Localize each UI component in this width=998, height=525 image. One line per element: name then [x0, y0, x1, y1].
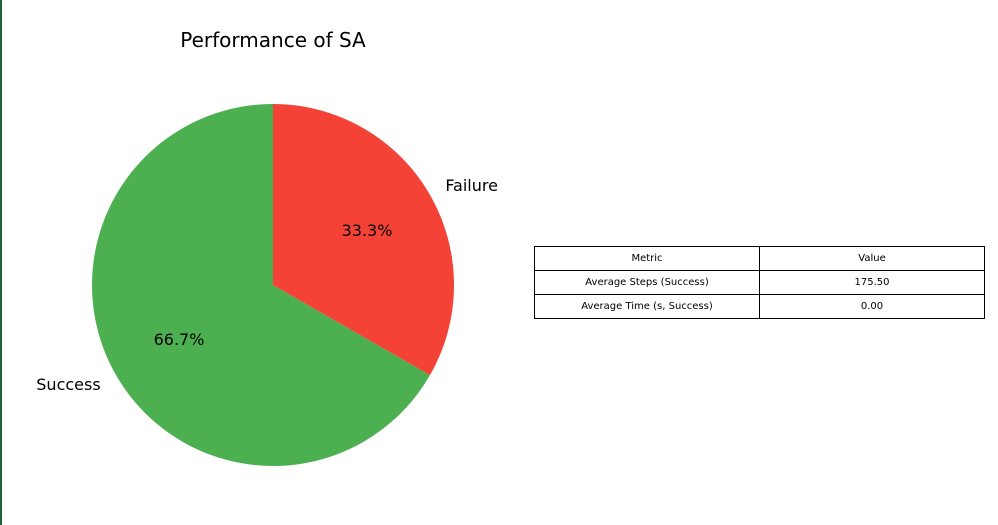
table-cell-metric: Average Steps (Success) — [534, 270, 760, 295]
pie-label-success: Success — [36, 375, 100, 394]
pie-slice-success — [92, 104, 430, 467]
table-row: Average Steps (Success) 175.50 — [534, 270, 985, 295]
window-edge — [0, 0, 2, 525]
pie-pct-label-failure: 33.3% — [342, 221, 393, 240]
chart-title: Performance of SA — [180, 28, 366, 52]
table-cell-value: 0.00 — [759, 294, 985, 319]
pie-pct-label-success: 66.7% — [154, 330, 205, 349]
pie-label-failure: Failure — [445, 176, 498, 195]
table-cell-metric: Average Time (s, Success) — [534, 294, 760, 319]
table-header-value: Value — [759, 246, 985, 271]
table-header-metric: Metric — [534, 246, 760, 271]
pie-slice-failure — [273, 104, 454, 376]
table-cell-value: 175.50 — [759, 270, 985, 295]
table-header-row: Metric Value — [534, 246, 985, 271]
metrics-table: Metric Value Average Steps (Success) 175… — [534, 246, 985, 319]
table-row: Average Time (s, Success) 0.00 — [534, 294, 985, 319]
